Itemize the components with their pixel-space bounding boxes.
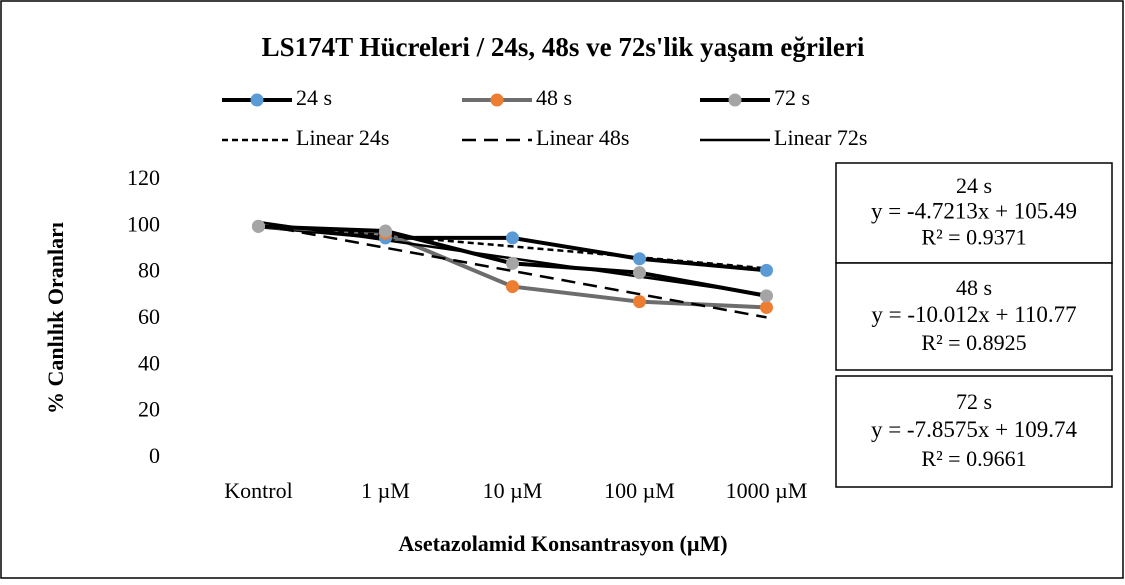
- equation-text: y = -10.012x + 110.77: [871, 302, 1076, 327]
- x-tick-label: 10 µM: [483, 478, 543, 503]
- marker: [760, 289, 773, 303]
- marker: [506, 256, 519, 270]
- r2-text: R² = 0.9371: [921, 225, 1026, 250]
- legend-label: Linear 24s: [296, 125, 389, 150]
- equation-box: [835, 375, 1113, 488]
- x-tick-label: Kontrol: [224, 478, 292, 503]
- legend-label: 72 s: [774, 85, 810, 110]
- y-tick-label: 20: [138, 397, 160, 422]
- legend-marker: [250, 93, 264, 107]
- x-tick-label: 100 µM: [604, 478, 675, 503]
- y-tick-label: 0: [149, 443, 160, 468]
- legend-label: 24 s: [296, 85, 332, 110]
- legend-label: Linear 48s: [536, 125, 629, 150]
- legend-marker: [728, 93, 742, 107]
- trendline: [258, 223, 767, 270]
- y-axis-label: % Canlılık Oranları: [43, 222, 68, 414]
- marker: [760, 300, 773, 314]
- legend-marker: [490, 93, 504, 107]
- equation-title: 48 s: [956, 275, 992, 300]
- x-tick-label: 1000 µM: [726, 478, 808, 503]
- marker: [760, 263, 773, 277]
- marker: [506, 280, 519, 294]
- equation-title: 24 s: [956, 173, 992, 198]
- y-tick-label: 120: [127, 165, 160, 190]
- equation-box: [835, 262, 1113, 371]
- y-tick-label: 40: [138, 350, 160, 375]
- y-tick-label: 80: [138, 258, 160, 283]
- x-tick-label: 1 µM: [361, 478, 410, 503]
- marker: [633, 252, 646, 266]
- equation-text: y = -4.7213x + 105.49: [871, 198, 1077, 223]
- equation-title: 72 s: [956, 389, 992, 414]
- y-tick-label: 60: [138, 304, 160, 329]
- y-tick-label: 100: [127, 211, 160, 236]
- marker: [633, 295, 646, 309]
- marker: [252, 219, 265, 233]
- trendline: [258, 223, 767, 319]
- marker: [379, 224, 392, 238]
- legend-label: Linear 72s: [774, 125, 867, 150]
- r2-text: R² = 0.8925: [921, 330, 1026, 355]
- marker: [633, 266, 646, 280]
- equation-box: [835, 162, 1113, 264]
- chart-title: LS174T Hücreleri / 24s, 48s ve 72s'lik y…: [262, 32, 865, 62]
- x-axis-label: Asetazolamid Konsantrasyon (µM): [398, 531, 727, 556]
- r2-text: R² = 0.9661: [921, 446, 1026, 471]
- marker: [506, 231, 519, 245]
- legend-label: 48 s: [536, 85, 572, 110]
- equation-text: y = -7.8575x + 109.74: [871, 417, 1078, 442]
